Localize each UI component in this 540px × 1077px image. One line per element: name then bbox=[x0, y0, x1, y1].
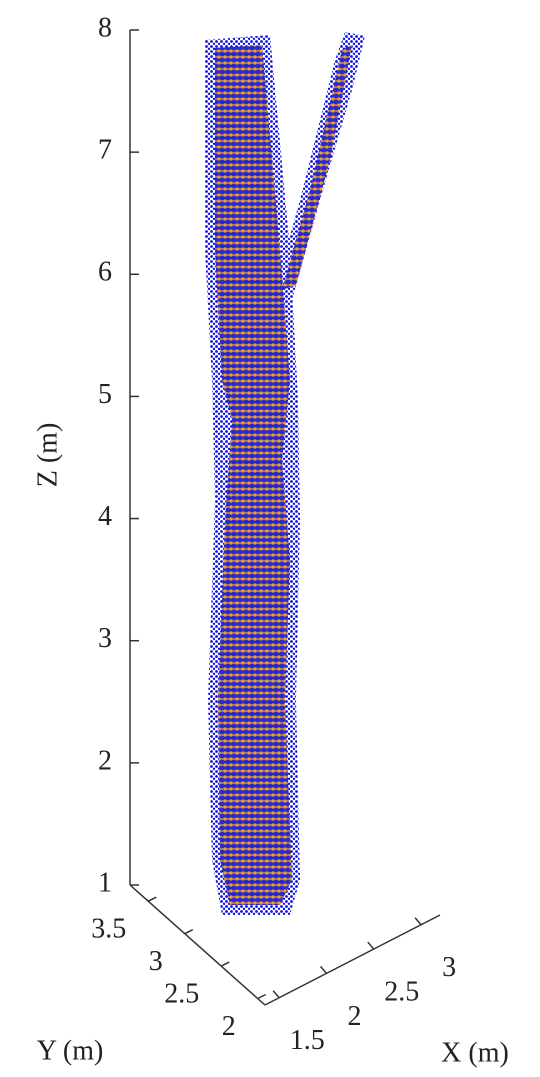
y-axis bbox=[129, 884, 266, 1006]
x-axis-title: X (m) bbox=[441, 1037, 509, 1068]
x-axis bbox=[264, 914, 441, 1006]
z-tick-label: 7 bbox=[98, 135, 112, 166]
point-cloud bbox=[205, 32, 365, 915]
y-tick-label: 3 bbox=[149, 946, 163, 977]
x-tick bbox=[272, 990, 280, 999]
y-tick bbox=[220, 961, 230, 967]
z-tick-label: 5 bbox=[98, 379, 112, 410]
y-tick bbox=[257, 993, 267, 1000]
x-tick-label: 2 bbox=[347, 1001, 361, 1032]
y-tick-label: 3.5 bbox=[91, 914, 126, 945]
y-tick-label: 2 bbox=[222, 1011, 236, 1042]
x-tick bbox=[319, 965, 328, 974]
z-tick-label: 3 bbox=[98, 623, 112, 654]
z-tick-label: 2 bbox=[98, 745, 112, 776]
x-tick-label: 2.5 bbox=[384, 976, 419, 1007]
z-tick-label: 8 bbox=[98, 12, 112, 43]
y-tick-label: 2.5 bbox=[164, 979, 199, 1010]
y-tick bbox=[147, 896, 157, 902]
x-tick-label: 1.5 bbox=[290, 1025, 325, 1056]
x-tick bbox=[367, 941, 375, 950]
z-tick-label: 1 bbox=[98, 867, 112, 898]
z-tick-label: 4 bbox=[98, 501, 112, 532]
z-tick-label: 6 bbox=[98, 257, 112, 288]
y-axis-title: Y (m) bbox=[37, 1035, 104, 1066]
x-tick-label: 3 bbox=[442, 952, 456, 983]
x-tick bbox=[414, 917, 422, 926]
branch-core bbox=[282, 45, 352, 290]
trunk-core bbox=[215, 45, 292, 905]
y-tick bbox=[184, 928, 194, 935]
z-axis-title: Z (m) bbox=[32, 423, 63, 488]
